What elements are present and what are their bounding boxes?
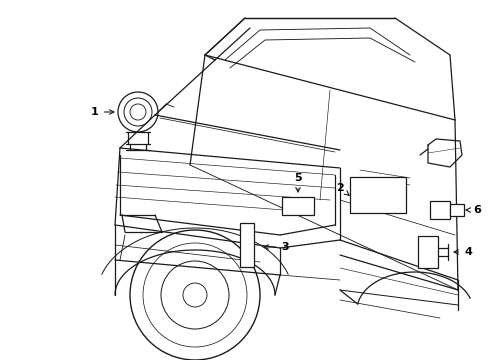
- Text: 4: 4: [453, 247, 471, 257]
- FancyBboxPatch shape: [282, 197, 313, 215]
- Text: 1: 1: [91, 107, 114, 117]
- FancyBboxPatch shape: [449, 204, 463, 216]
- Text: 6: 6: [465, 205, 480, 215]
- Text: 3: 3: [264, 242, 288, 252]
- Text: 2: 2: [335, 183, 348, 195]
- FancyBboxPatch shape: [349, 177, 405, 213]
- FancyBboxPatch shape: [417, 236, 437, 268]
- FancyBboxPatch shape: [240, 223, 253, 267]
- Text: 5: 5: [294, 173, 301, 192]
- FancyBboxPatch shape: [429, 201, 449, 219]
